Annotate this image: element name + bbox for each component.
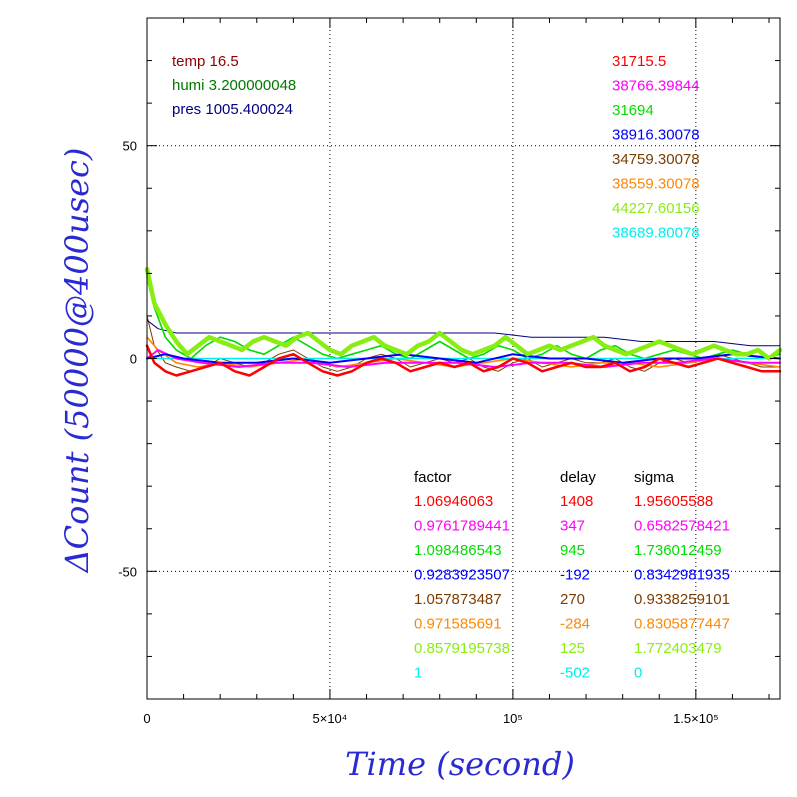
table-delay: -284 <box>560 616 590 633</box>
ticks: 0 5×10⁴ 10⁵ 1.5×10⁵ 50 0 -50 <box>118 17 780 726</box>
x-tick-label: 0 <box>143 711 150 726</box>
env-label: temp 16.5 <box>172 53 239 70</box>
x-tick-label: 1.5×10⁵ <box>673 711 719 726</box>
x-tick-label: 5×10⁴ <box>313 711 348 726</box>
table-factor: 0.9283923507 <box>414 567 510 584</box>
table-factor: 0.8579195738 <box>414 640 510 657</box>
y-tick-label: 0 <box>130 352 137 367</box>
y-tick-label: 50 <box>123 139 137 154</box>
series-line <box>146 276 781 360</box>
table-delay: 1408 <box>560 493 593 510</box>
table-sigma: 0.6582578421 <box>634 518 730 535</box>
series-line <box>145 344 782 377</box>
legend-entry: 31694 <box>612 102 654 119</box>
table-sigma: 1.95605588 <box>634 493 713 510</box>
legend-entry: 34759.30078 <box>612 151 700 168</box>
table-delay: -502 <box>560 665 590 682</box>
table-header-factor: factor <box>414 469 452 486</box>
legend-entry: 38559.30078 <box>612 176 700 193</box>
env-label: humi 3.200000048 <box>172 77 296 94</box>
legend-entry: 38916.30078 <box>612 127 700 144</box>
x-axis-title: Time (second) <box>345 745 575 783</box>
legend-entry: 44227.60156 <box>612 200 700 217</box>
series-line <box>146 319 781 347</box>
table-header-sigma: sigma <box>634 469 675 486</box>
param-table: factor delay sigma 1.06946063 1408 1.95605… <box>414 469 730 682</box>
table-sigma: 0.8305877447 <box>634 616 730 633</box>
y-tick-label: -50 <box>118 564 137 579</box>
env-info: temp 16.5 humi 3.200000048 pres 1005.40002… <box>172 53 296 118</box>
table-delay: -192 <box>560 567 590 584</box>
table-sigma: 1.772403479 <box>634 640 722 657</box>
legend-entry: 38689.80078 <box>612 225 700 242</box>
table-factor: 0.971585691 <box>414 616 502 633</box>
table-header-delay: delay <box>560 469 596 486</box>
table-factor: 0.9761789441 <box>414 518 510 535</box>
table-sigma: 0.8342981935 <box>634 567 730 584</box>
table-delay: 945 <box>560 542 585 559</box>
table-factor: 1.06946063 <box>414 493 493 510</box>
table-factor: 1.057873487 <box>414 591 502 608</box>
table-sigma: 0 <box>634 665 642 682</box>
series-line <box>144 266 783 361</box>
table-delay: 347 <box>560 518 585 535</box>
table-delay: 125 <box>560 640 585 657</box>
legend-entry: 38766.39844 <box>612 78 700 95</box>
table-sigma: 0.9338259101 <box>634 591 730 608</box>
table-delay: 270 <box>560 591 585 608</box>
table-factor: 1 <box>414 665 422 682</box>
x-tick-label: 10⁵ <box>503 711 523 726</box>
legend-entry: 31715.5 <box>612 53 666 70</box>
env-label: pres 1005.400024 <box>172 101 293 118</box>
legend-names: 31715.5 38766.39844 31694 38916.30078 34759.… <box>612 53 700 242</box>
table-factor: 1.098486543 <box>414 542 502 559</box>
table-sigma: 1.736012459 <box>634 542 722 559</box>
series-layer <box>144 266 783 377</box>
y-axis-title: ΔCount (50000@400usec) <box>58 148 96 575</box>
